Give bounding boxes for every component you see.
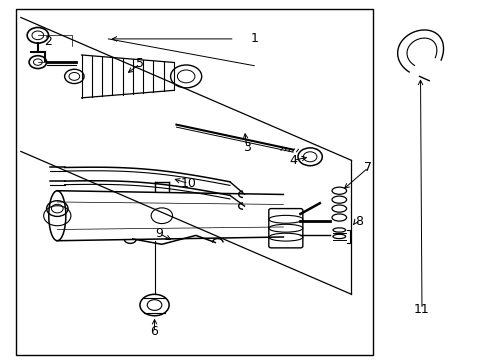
Text: 11: 11	[413, 303, 429, 316]
Text: 4: 4	[288, 154, 296, 167]
Text: 8: 8	[354, 215, 362, 228]
Text: 6: 6	[150, 325, 158, 338]
Text: 10: 10	[180, 177, 196, 190]
Text: 2: 2	[43, 35, 51, 48]
Text: 9: 9	[155, 227, 163, 240]
Bar	[16, 9, 372, 355]
Text: 3: 3	[243, 141, 250, 154]
Text: 5: 5	[136, 57, 143, 71]
Text: 1: 1	[250, 32, 258, 45]
Text: 7: 7	[364, 161, 372, 174]
